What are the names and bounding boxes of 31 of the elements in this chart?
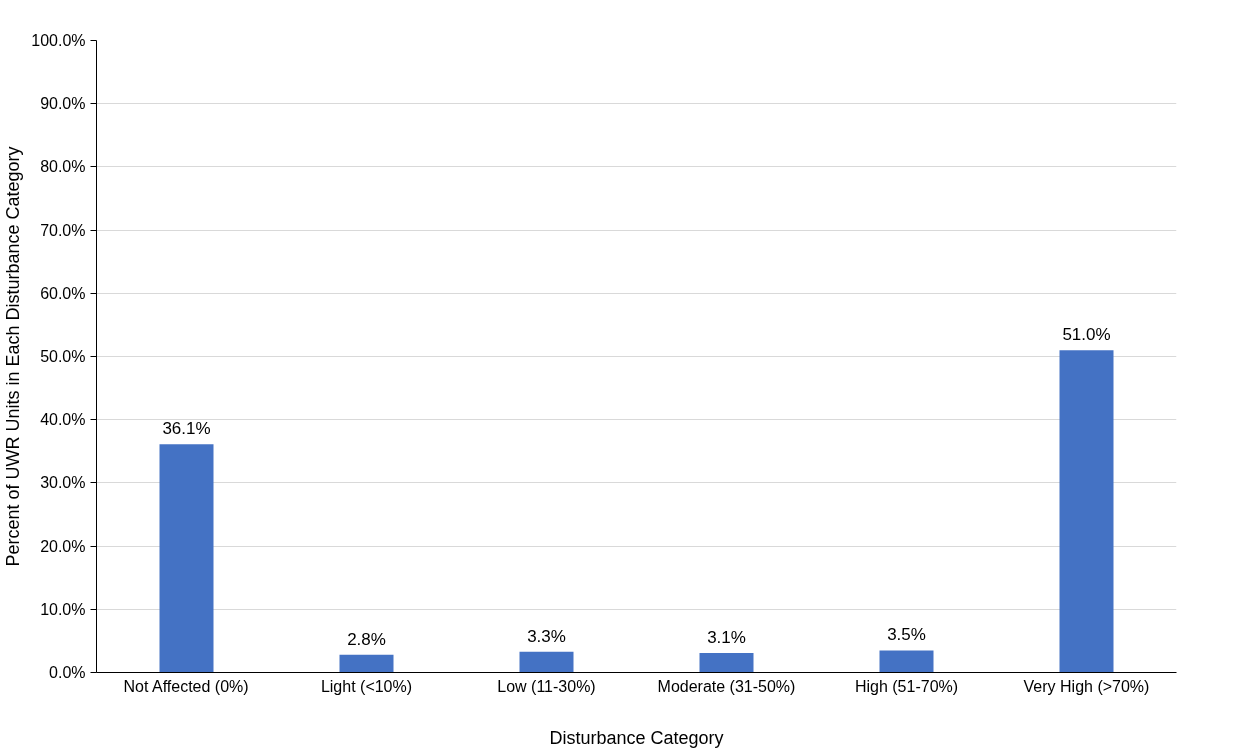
bar	[879, 650, 934, 673]
y-tick-label: 10.0%	[40, 600, 86, 618]
bar	[339, 654, 394, 673]
data-label: 3.5%	[887, 625, 926, 645]
y-axis-title: Percent of UWR Units in Each Disturbance Category	[3, 146, 24, 567]
y-tick-label: 30.0%	[40, 474, 86, 492]
y-tick-label: 90.0%	[40, 95, 86, 113]
y-tick-label: 60.0%	[40, 284, 86, 302]
x-tick-label: Very High (>70%)	[1023, 677, 1150, 695]
y-tick-label: 40.0%	[40, 411, 86, 429]
y-tick-label: 70.0%	[40, 221, 86, 239]
y-tick-label: 0.0%	[49, 664, 86, 681]
x-tick-label: Not Affected (0%)	[123, 677, 249, 695]
y-tick-label: 80.0%	[40, 158, 86, 176]
y-tick-label: 50.0%	[40, 348, 86, 365]
x-axis-title: Disturbance Category	[549, 727, 724, 748]
bar	[699, 652, 754, 673]
y-tick-label: 100.0%	[31, 32, 86, 49]
bar	[159, 444, 214, 673]
bar	[1059, 350, 1114, 673]
x-tick-label: Low (11-30%)	[497, 677, 596, 695]
bar	[519, 651, 574, 673]
data-label: 3.1%	[707, 627, 746, 647]
x-tick-label: Moderate (31-50%)	[657, 677, 796, 695]
data-label: 2.8%	[347, 629, 386, 649]
x-tick-label: High (51-70%)	[854, 677, 959, 695]
y-tick-label: 20.0%	[40, 537, 86, 555]
data-label: 3.3%	[527, 626, 566, 646]
data-label: 51.0%	[1062, 325, 1111, 345]
data-label: 36.1%	[162, 419, 211, 439]
x-tick-label: Light (<10%)	[320, 677, 413, 695]
